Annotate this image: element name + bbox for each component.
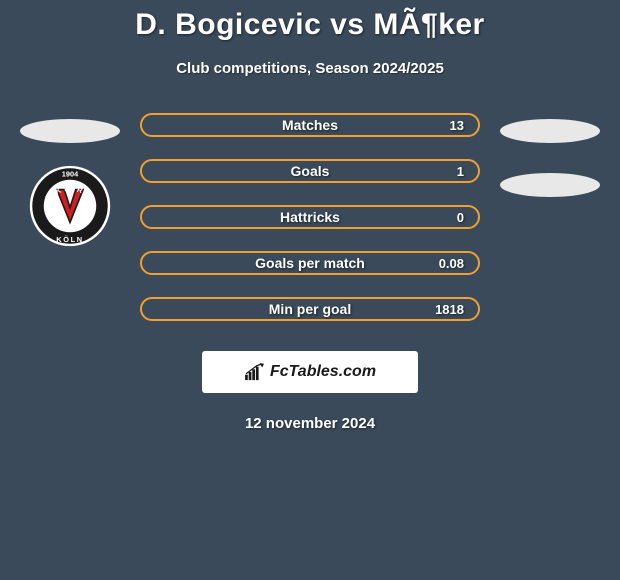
stat-label: Matches — [282, 117, 338, 133]
stat-value: 13 — [450, 118, 464, 133]
stat-bar-matches: Matches 13 — [140, 113, 480, 137]
fctables-logo-icon — [244, 363, 266, 381]
badge-year: 1904 — [62, 169, 79, 178]
stat-value: 1 — [457, 164, 464, 179]
stat-bar-hattricks: Hattricks 0 — [140, 205, 480, 229]
stat-value: 0 — [457, 210, 464, 225]
stat-bar-goals: Goals 1 — [140, 159, 480, 183]
date-text: 12 november 2024 — [0, 415, 620, 432]
stats-column: Matches 13 Goals 1 Hattricks 0 Goals per… — [140, 113, 480, 321]
stat-label: Goals per match — [255, 255, 365, 271]
content-row: 1904 VIKTORIA KÖLN Matches 13 Goals 1 Ha… — [0, 113, 620, 321]
comparison-card: D. Bogicevic vs MÃ¶ker Club competitions… — [0, 0, 620, 432]
club-badge-viktoria-koeln: 1904 VIKTORIA KÖLN — [29, 165, 111, 247]
season-subtitle: Club competitions, Season 2024/2025 — [0, 60, 620, 77]
badge-name-bottom: KÖLN — [56, 235, 83, 244]
player-right-placeholder-1 — [500, 119, 600, 143]
stat-value: 0.08 — [439, 256, 464, 271]
player-left-placeholder — [20, 119, 120, 143]
player-right-column — [495, 113, 605, 197]
stat-label: Hattricks — [280, 209, 340, 225]
brand-box: FcTables.com — [202, 351, 418, 393]
stat-label: Min per goal — [269, 301, 351, 317]
stat-bar-min-per-goal: Min per goal 1818 — [140, 297, 480, 321]
player-right-placeholder-2 — [500, 173, 600, 197]
page-title: D. Bogicevic vs MÃ¶ker — [0, 8, 620, 42]
player-left-column: 1904 VIKTORIA KÖLN — [15, 113, 125, 247]
stat-label: Goals — [291, 163, 330, 179]
stat-value: 1818 — [435, 302, 464, 317]
stat-bar-goals-per-match: Goals per match 0.08 — [140, 251, 480, 275]
brand-text: FcTables.com — [270, 363, 376, 381]
